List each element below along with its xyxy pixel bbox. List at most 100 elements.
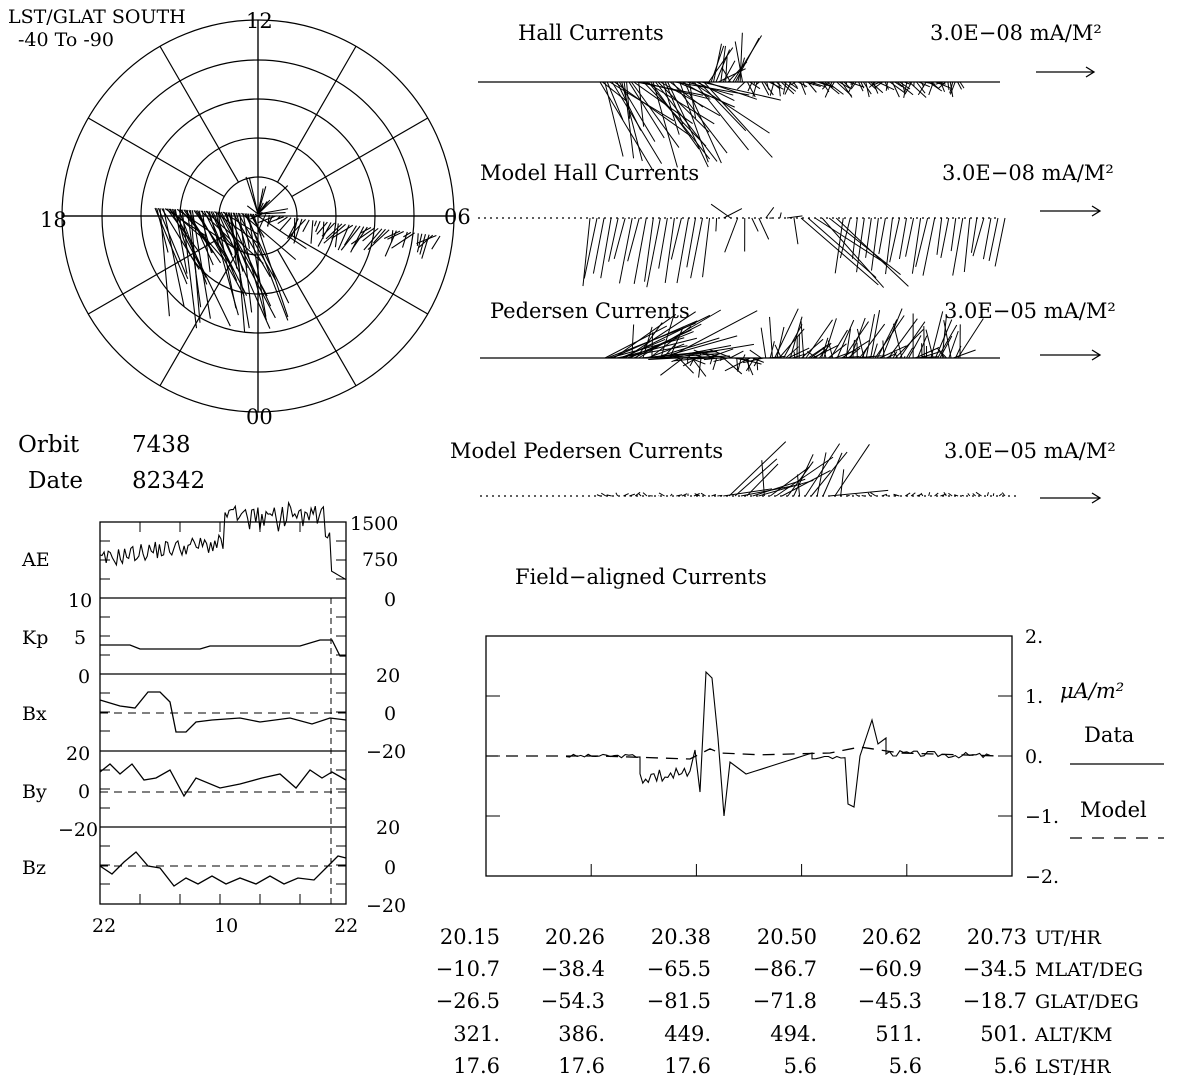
ae-series-line [99,500,347,581]
hall-vector [808,81,813,85]
pedersen-vector [703,357,719,361]
polar-vector [191,210,211,319]
hall-vector [891,81,900,98]
hall-vector [865,81,870,98]
pedersen-vector [787,347,810,359]
model-pedersen-vector [855,494,859,497]
date-value: 82342 [132,468,205,494]
pedersen-vector [723,357,743,375]
pedersen-vector [936,347,947,359]
polar-vector [317,222,332,247]
pedersen-vector [631,324,635,359]
hall-vector [875,81,883,88]
model-pedersen-vector [629,493,636,497]
model-pedersen-vector [769,466,810,497]
hall-vector [824,81,833,98]
model-pedersen-vector [658,492,665,497]
hall-vector [698,81,747,132]
pedersen-vector [709,349,733,359]
model-pedersen-vector [943,491,947,497]
pedersen-vector [667,310,758,359]
model-hall-vector [807,217,877,278]
pedersen-vector [806,351,818,359]
polar-vector [201,210,211,273]
polar-vector [257,202,261,215]
pedersen-vector [852,339,855,359]
hall-vector [940,81,946,92]
bx-series-line [99,691,347,733]
hall-vector [684,81,722,164]
pedersen-vector [793,351,796,359]
polar-vector [325,223,343,240]
pedersen-vector [624,311,696,359]
polar-vector [302,219,310,233]
hall-vector [916,81,926,94]
ephemeris-cell: 20.62 [862,925,922,949]
polar-label-midnight: 00 [246,405,273,429]
polar-vector [316,221,328,235]
polar-vector [247,213,267,317]
polar-vector [246,205,259,215]
hall-vector [824,81,840,95]
pedersen-vector [671,357,682,363]
bz-axis-bottom: −20 [366,895,406,917]
polar-spoke [276,45,357,183]
model-pedersen-vector [681,493,688,497]
model-pedersen-vector [822,452,843,497]
fac-y-tick-label: −2. [1025,866,1059,888]
model-pedersen-vector [867,492,871,497]
hall-vector [664,81,684,125]
polar-vector [323,223,346,244]
polar-vector [181,209,198,329]
model-hall-currents-scale: 3.0E−08 mA/M² [942,161,1114,185]
hall-vector [725,56,728,83]
model-pedersen-vector [638,493,642,497]
polar-vector [287,218,299,240]
model-pedersen-vector [601,492,607,497]
ephemeris-cell: 17.6 [558,1054,605,1078]
model-hall-vector [583,217,598,279]
polar-title-line2: -40 To -90 [18,29,114,51]
pedersen-vector [888,318,918,359]
polar-vector [188,209,214,266]
hall-vector [938,81,946,85]
hall-vector [928,81,943,92]
pedersen-current-vectors [604,308,984,378]
polar-vector [287,219,306,238]
indices-frame [99,521,347,905]
model-hall-vector [905,217,915,257]
polar-vector [257,215,277,224]
model-hall-vector [765,207,775,219]
model-pedersen-vector [596,494,601,497]
hall-vector [889,81,905,93]
indices-x-tick-start: 22 [92,915,116,937]
model-pedersen-vector [834,444,870,497]
pedersen-vector [698,352,702,359]
hall-vector [860,81,865,89]
hall-vector [769,81,775,96]
model-hall-vector [982,217,992,260]
model-hall-vector [786,215,803,219]
pedersen-vector [747,357,750,372]
model-pedersen-vector [910,492,916,497]
model-hall-vector [828,217,901,276]
ephemeris-cell: −26.5 [436,989,500,1013]
model-hall-vector [633,217,647,284]
pedersen-vector [868,355,871,359]
by-axis-top: 20 [66,743,90,765]
model-hall-vector [835,217,909,287]
hall-vector [650,81,700,150]
hall-vector [778,81,781,97]
hall-vector [713,43,722,83]
pedersen-currents-scale: 3.0E−05 mA/M² [944,299,1116,323]
pedersen-vector [698,357,702,378]
model-pedersen-vector [840,469,845,497]
pedersen-vector [729,350,744,359]
hall-vector [826,81,844,95]
date-label: Date [28,468,83,494]
hall-vector [606,81,624,121]
polar-vector [212,211,233,256]
ephemeris-cell: 494. [770,1022,817,1046]
polar-vector [246,213,289,321]
pedersen-vector [943,320,952,359]
